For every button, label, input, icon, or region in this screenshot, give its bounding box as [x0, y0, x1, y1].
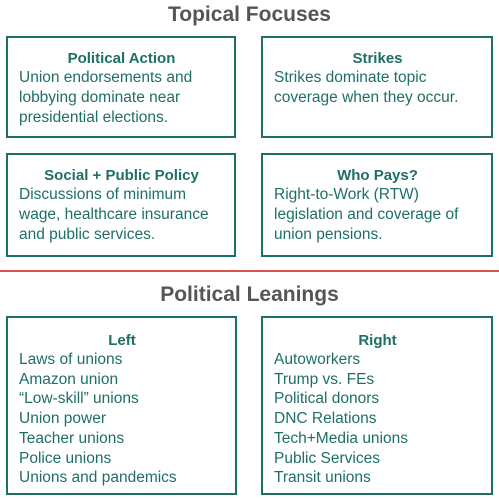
who-pays-card: Who Pays? Right-to-Work (RTW) legislatio…	[261, 153, 493, 257]
strikes-text: Strikes dominate topic coverage when the…	[274, 69, 459, 106]
social-public-policy-title: Social + Public Policy	[44, 167, 199, 184]
left-topic-list: Laws of unions Amazon union “Low-skill” …	[19, 350, 225, 488]
political-action-card: Political Action Union endorsements and …	[6, 36, 236, 138]
political-action-text: Union endorsements and lobbying dominate…	[19, 69, 193, 126]
list-item: Teacher unions	[19, 429, 125, 447]
social-public-policy-card: Social + Public Policy Discussions of mi…	[6, 153, 236, 257]
strikes-card: Strikes Strikes dominate topic coverage …	[261, 36, 493, 138]
list-item: Political donors	[274, 390, 380, 408]
list-item: Transit unions	[274, 469, 371, 487]
list-item: Tech+Media unions	[274, 429, 408, 447]
strikes-title: Strikes	[352, 50, 403, 67]
list-item: Union power	[19, 410, 107, 428]
list-item: Laws of unions	[19, 351, 123, 368]
section-divider	[0, 270, 499, 272]
left-leaning-card: Left Laws of unions Amazon union “Low-sk…	[6, 316, 237, 495]
list-item: “Low-skill” unions	[19, 390, 139, 408]
political-action-title: Political Action	[67, 50, 176, 67]
who-pays-text: Right-to-Work (RTW) legislation and cove…	[274, 186, 459, 243]
right-leaning-card: Right Autoworkers Trump vs. FEs Politica…	[261, 316, 493, 495]
list-item: Trump vs. FEs	[274, 370, 375, 388]
right-topic-list: Autoworkers Trump vs. FEs Political dono…	[274, 350, 481, 488]
topical-focuses-heading: Topical Focuses	[168, 3, 331, 26]
right-title: Right	[358, 332, 397, 349]
list-item: Police unions	[19, 449, 112, 467]
who-pays-title: Who Pays?	[337, 167, 418, 184]
list-item: Public Services	[274, 449, 380, 467]
list-item: Unions and pandemics	[19, 469, 177, 487]
left-title: Left	[108, 332, 136, 349]
list-item: Amazon union	[19, 370, 119, 388]
list-item: Autoworkers	[274, 351, 361, 368]
social-public-policy-text: Discussions of minimum wage, healthcare …	[19, 186, 209, 243]
political-leanings-heading: Political Leanings	[160, 283, 339, 306]
list-item: DNC Relations	[274, 410, 377, 428]
